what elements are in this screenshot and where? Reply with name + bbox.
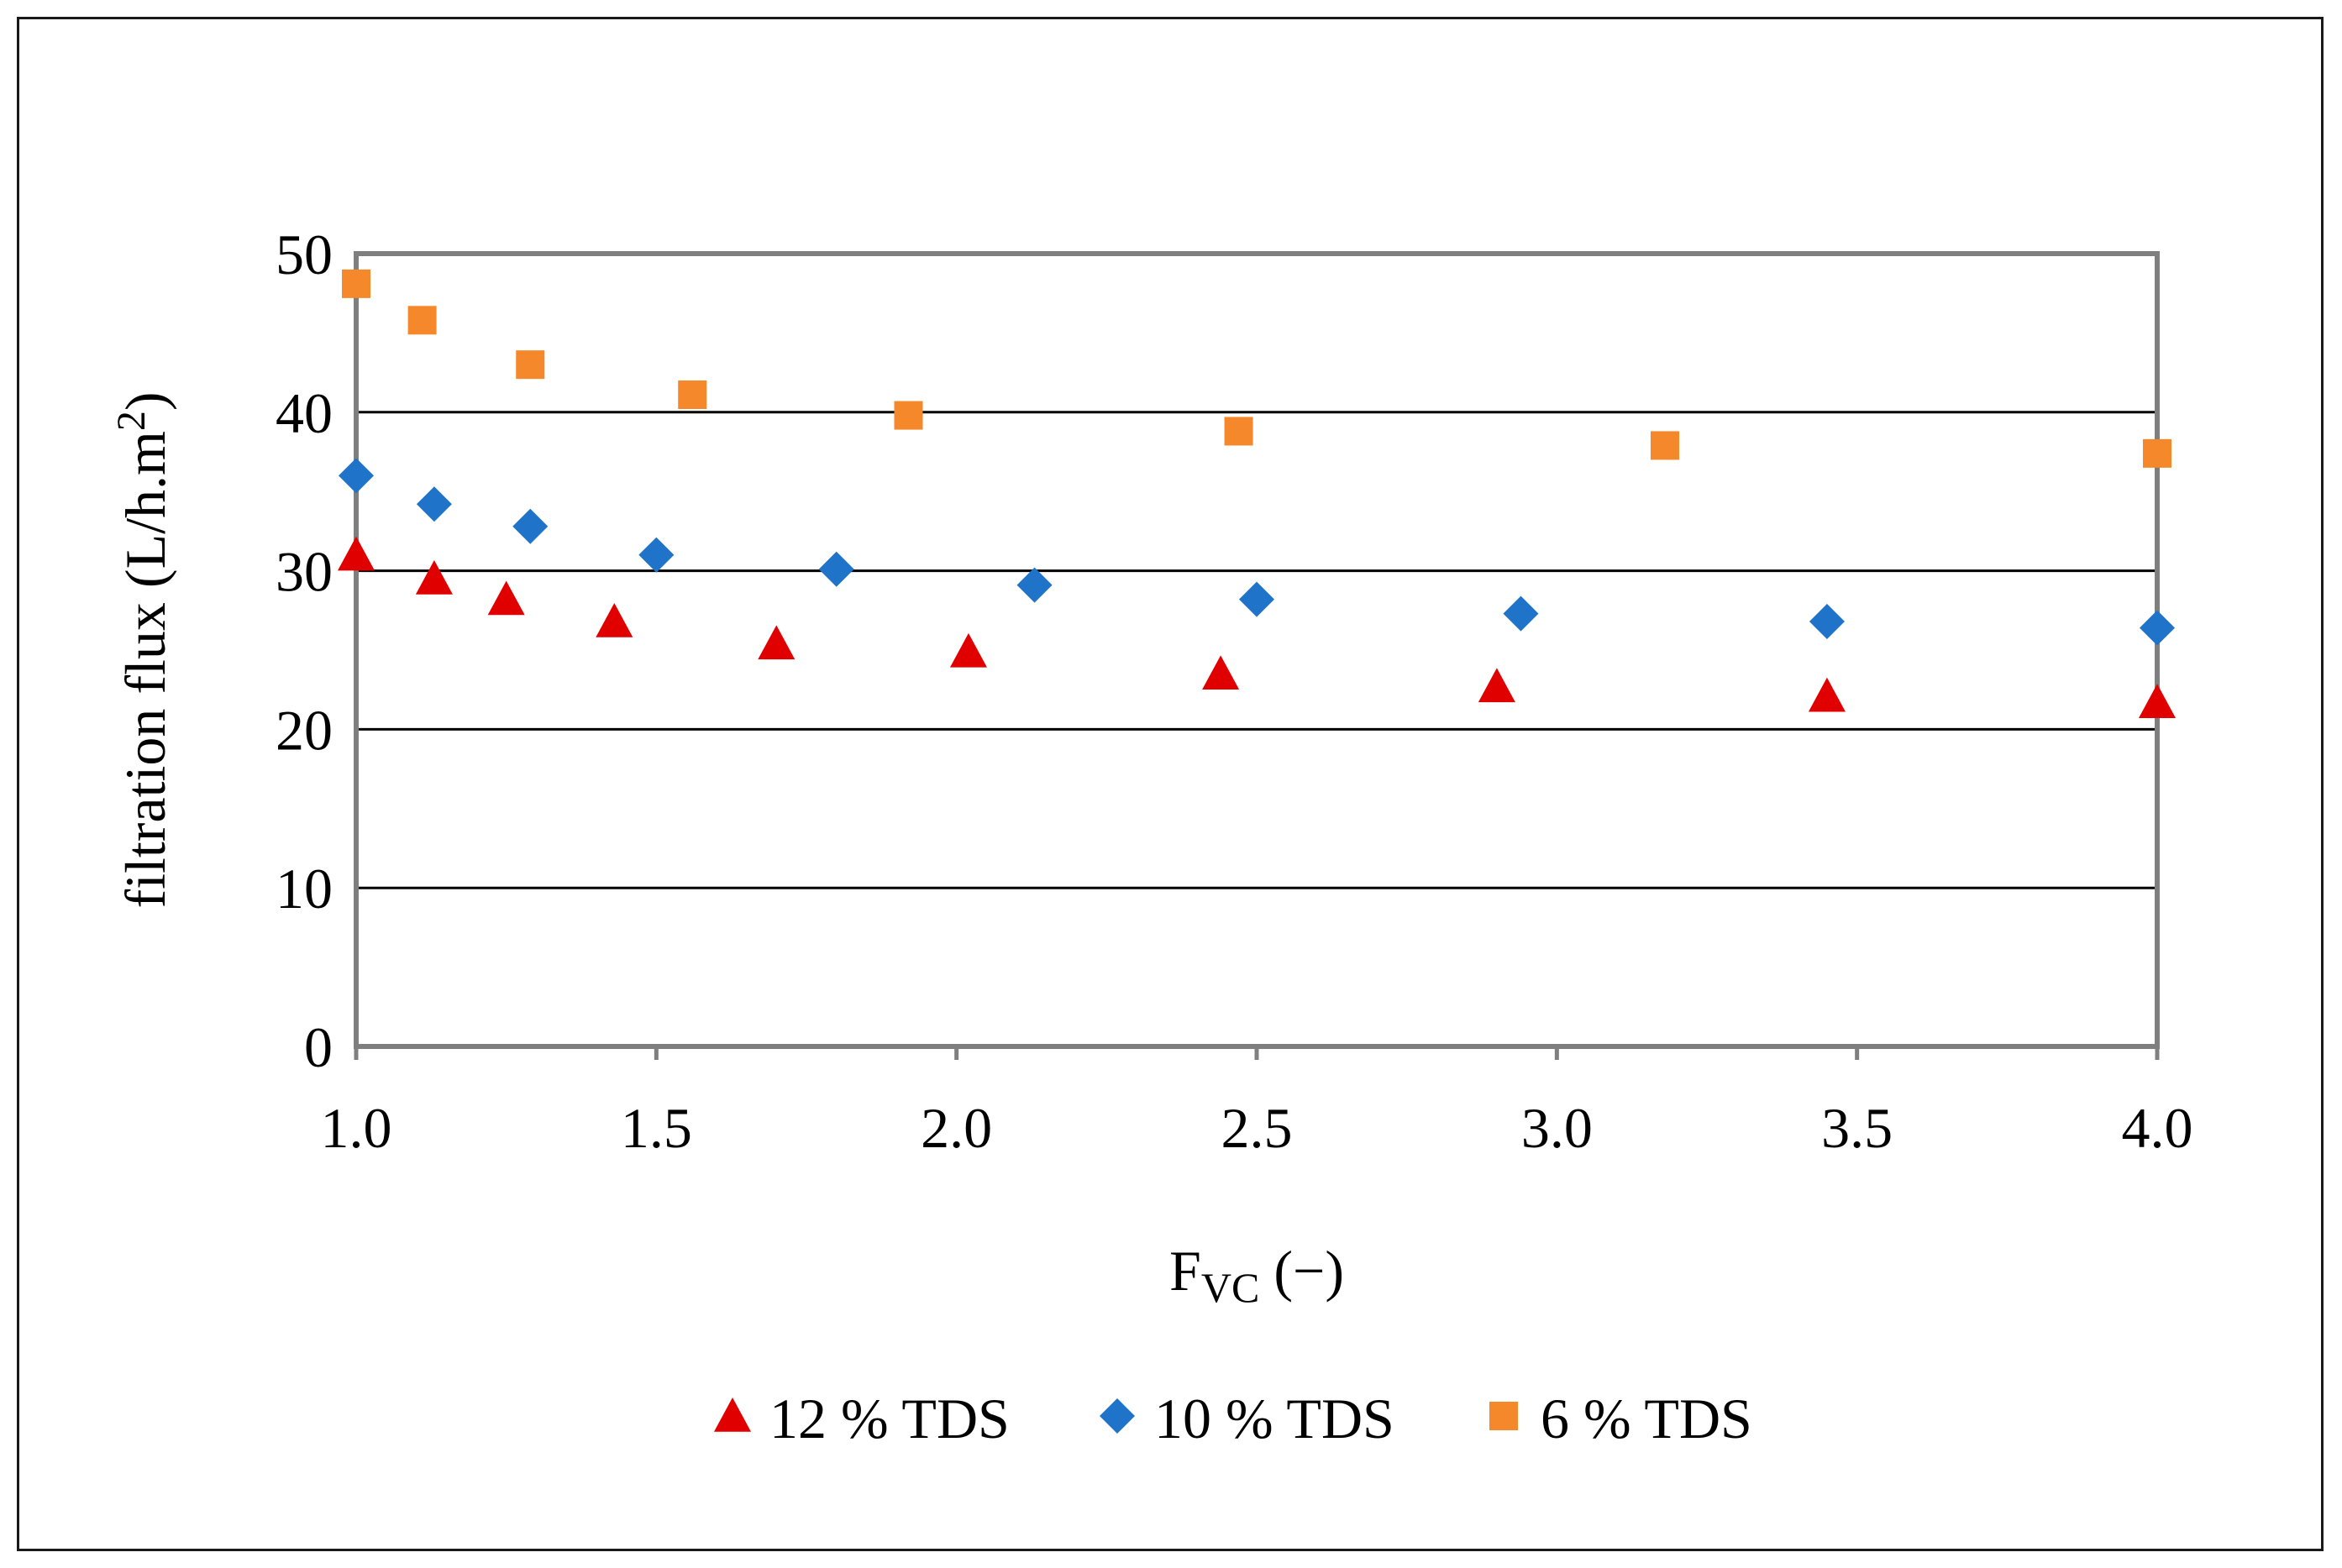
series-square (342, 269, 2171, 468)
data-point (949, 632, 987, 668)
data-point (596, 603, 633, 637)
x-axis-ticks (354, 1046, 2160, 1060)
legend-label: 12 % TDS (769, 1387, 1010, 1450)
x-tick-label: 1.0 (321, 1096, 392, 1160)
data-point (2139, 684, 2176, 719)
x-tick-label: 2.5 (1221, 1096, 1293, 1160)
y-tick-label: 30 (276, 540, 333, 604)
y-tick-label: 40 (276, 381, 333, 445)
legend-marker-square (1489, 1402, 1518, 1430)
y-axis-title: filtration flux (L/h.m2) (109, 391, 177, 908)
data-point (342, 269, 370, 298)
data-point (339, 458, 374, 494)
data-point (2140, 610, 2175, 646)
y-tick-label: 20 (276, 698, 333, 762)
data-point (1809, 604, 1845, 640)
data-point (516, 350, 545, 380)
x-axis-title-subscript: VC (1201, 1264, 1259, 1311)
data-points (338, 269, 2176, 719)
data-point (1503, 595, 1539, 632)
x-tick-label: 2.0 (921, 1096, 992, 1160)
x-tick-label: 3.5 (1821, 1096, 1893, 1160)
x-axis-tick-labels: 1.0 1.5 2.0 2.5 3.0 3.5 4.0 (321, 1096, 2193, 1160)
data-point (1478, 668, 1515, 703)
y-axis-title-main: filtration flux (L/h.m (113, 431, 177, 908)
y-tick-label: 50 (276, 223, 333, 286)
data-point (758, 625, 796, 660)
y-axis-title-superscript: 2 (109, 411, 154, 431)
x-tick-label: 4.0 (2122, 1096, 2193, 1160)
data-point (2143, 438, 2171, 468)
x-tick-label: 1.5 (621, 1096, 692, 1160)
x-axis-title-suffix: (−) (1259, 1239, 1344, 1303)
x-tick-label: 3.0 (1521, 1096, 1593, 1160)
plot-area-border (354, 251, 2160, 1049)
legend: 12 % TDS 10 % TDS 6 % TDS (714, 1387, 1752, 1450)
y-axis-tick-labels: 0 10 20 30 40 50 (276, 223, 333, 1079)
data-point (487, 580, 525, 616)
chart-frame (17, 17, 2324, 1551)
x-axis-title-main: F (1169, 1239, 1201, 1303)
legend-marker-triangle (714, 1398, 751, 1432)
data-point (407, 306, 437, 335)
data-point (1239, 581, 1274, 617)
legend-label: 10 % TDS (1154, 1387, 1394, 1450)
data-point (1650, 431, 1679, 460)
data-point (512, 508, 549, 544)
x-axis-title: FVC (−) (1169, 1239, 1344, 1311)
legend-marker-diamond (1100, 1398, 1135, 1434)
data-point (894, 401, 923, 430)
data-point (415, 560, 453, 595)
y-tick-label: 10 (276, 857, 333, 920)
y-axis-title-close: ) (113, 391, 177, 411)
legend-label: 6 % TDS (1541, 1387, 1752, 1450)
data-point (1016, 567, 1053, 603)
y-tick-label: 0 (304, 1015, 333, 1079)
data-point (338, 536, 375, 571)
series-triangle (338, 536, 2176, 719)
data-point (1224, 417, 1253, 446)
grid-layer (356, 411, 2157, 889)
data-point (416, 486, 452, 522)
data-point (818, 551, 854, 587)
data-point (678, 380, 707, 410)
data-point (1202, 655, 1240, 690)
series-diamond (339, 458, 2175, 646)
data-point (638, 537, 675, 573)
data-point (1808, 677, 1846, 712)
